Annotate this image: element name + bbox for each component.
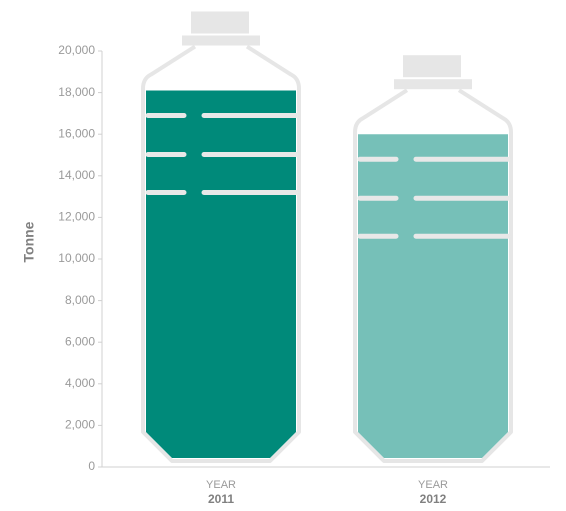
y-tick-label: 8,000 <box>65 293 95 307</box>
x-tick-prefix: YEAR <box>418 479 448 491</box>
y-tick-label: 0 <box>88 459 95 473</box>
y-tick-label: 14,000 <box>58 168 95 182</box>
y-tick-label: 18,000 <box>58 85 95 99</box>
bottle-cap <box>403 55 461 78</box>
y-tick-label: 2,000 <box>65 418 95 432</box>
bottle-outline <box>141 44 301 463</box>
x-tick-label: 2012 <box>420 492 447 506</box>
y-tick-label: 10,000 <box>58 251 95 265</box>
bottle-neck <box>394 79 472 90</box>
y-tick-label: 12,000 <box>58 210 95 224</box>
bottle-neck <box>182 35 260 46</box>
bottle-cap <box>191 11 249 34</box>
y-tick-label: 16,000 <box>58 126 95 140</box>
bottle-outline <box>353 88 513 463</box>
y-axis-label: Tonne <box>21 221 37 262</box>
bar <box>146 90 296 459</box>
y-tick-label: 4,000 <box>65 376 95 390</box>
bar <box>358 134 508 458</box>
y-tick-label: 6,000 <box>65 334 95 348</box>
x-tick-label: 2011 <box>208 492 234 506</box>
x-tick-prefix: YEAR <box>206 479 236 491</box>
y-tick-label: 20,000 <box>58 43 95 57</box>
